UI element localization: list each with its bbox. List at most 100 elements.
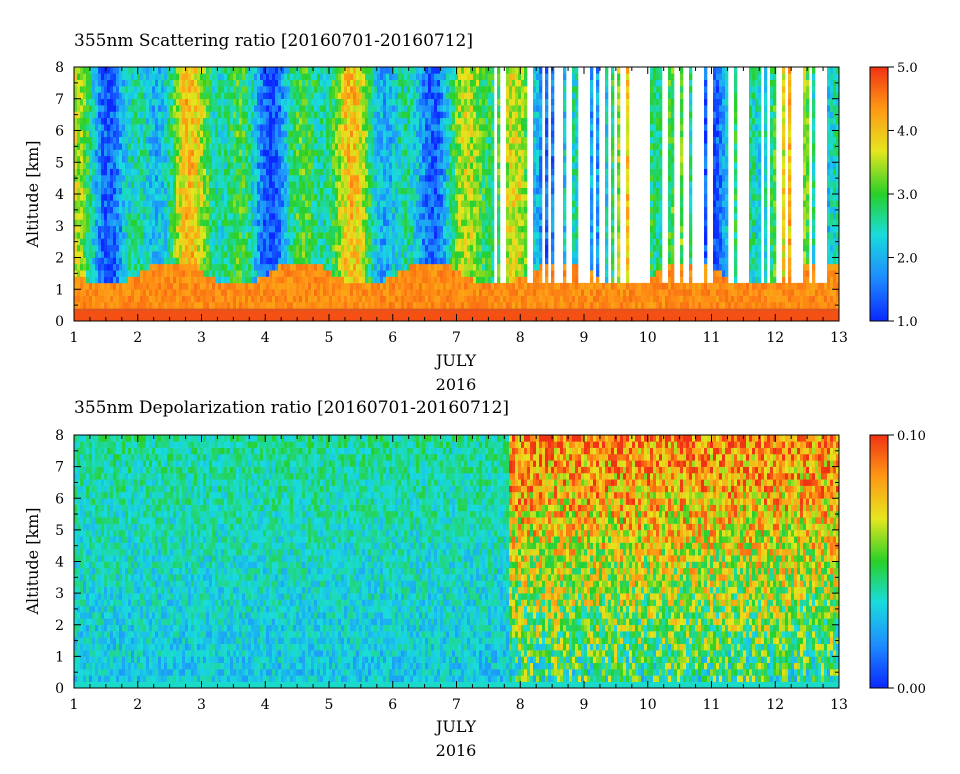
heatmap-cell: [224, 194, 228, 201]
heatmap-cell: [227, 143, 231, 150]
heatmap-cell: [245, 86, 249, 93]
heatmap-cell: [128, 174, 132, 182]
heatmap-cell: [209, 136, 213, 144]
heatmap-cell: [290, 194, 294, 201]
heatmap-cell: [230, 219, 234, 227]
heatmap-cell: [152, 276, 156, 284]
heatmap-cell: [104, 187, 108, 195]
heatmap-cell: [122, 251, 126, 258]
heatmap-cell: [287, 124, 291, 131]
heatmap-cell: [101, 73, 105, 80]
heatmap-cell: [251, 181, 255, 188]
heatmap-cell: [374, 92, 378, 100]
heatmap-cell: [125, 314, 129, 321]
heatmap-cell: [329, 270, 333, 277]
heatmap-cell: [428, 206, 432, 214]
heatmap-cell: [266, 136, 270, 144]
heatmap-cell: [134, 282, 138, 290]
heatmap-cell: [341, 98, 345, 106]
heatmap-cell: [149, 308, 153, 315]
heatmap-cell: [209, 130, 213, 138]
heatmap-cell: [221, 200, 225, 207]
heatmap-cell: [89, 314, 93, 321]
heatmap-cell: [86, 213, 90, 220]
heatmap-cell: [383, 276, 387, 284]
heatmap-cell: [218, 86, 222, 93]
heatmap-cell: [314, 105, 318, 112]
heatmap-cell: [419, 136, 423, 144]
heatmap-cell: [428, 213, 432, 220]
heatmap-cell: [356, 67, 360, 74]
heatmap-cell: [401, 143, 405, 150]
heatmap-cell: [152, 225, 156, 233]
heatmap-cell: [434, 67, 438, 74]
heatmap-cell: [395, 257, 399, 265]
heatmap-cell: [131, 289, 135, 296]
heatmap-cell: [134, 206, 138, 214]
heatmap-cell: [275, 187, 279, 195]
heatmap-cell: [116, 295, 120, 303]
heatmap-cell: [80, 187, 84, 195]
heatmap-cell: [116, 111, 120, 119]
heatmap-cell: [383, 149, 387, 157]
heatmap-cell: [380, 67, 384, 74]
heatmap-cell: [353, 187, 357, 195]
heatmap-cell: [176, 155, 180, 163]
heatmap-cell: [422, 143, 426, 150]
heatmap-cell: [98, 225, 102, 233]
heatmap-cell: [224, 225, 228, 233]
heatmap-cell: [287, 79, 291, 87]
heatmap-cell: [347, 130, 351, 138]
heatmap-cell: [431, 117, 435, 125]
heatmap-cell: [191, 263, 195, 271]
heatmap-cell: [233, 143, 237, 150]
heatmap-cell: [107, 251, 111, 258]
heatmap-cell: [326, 168, 330, 176]
heatmap-cell: [377, 174, 381, 182]
heatmap-cell: [260, 143, 264, 150]
heatmap-cell: [395, 301, 399, 309]
heatmap-cell: [392, 200, 396, 207]
heatmap-cell: [419, 174, 423, 182]
heatmap-cell: [308, 117, 312, 125]
heatmap-cell: [305, 270, 309, 277]
heatmap-cell: [110, 124, 114, 131]
heatmap-cell: [425, 213, 429, 220]
heatmap-cell: [377, 67, 381, 74]
heatmap-cell: [98, 308, 102, 315]
heatmap-cell: [341, 117, 345, 125]
heatmap-cell: [200, 136, 204, 144]
heatmap-cell: [254, 73, 258, 80]
heatmap-cell: [137, 219, 141, 227]
heatmap-cell: [143, 155, 147, 163]
heatmap-cell: [248, 257, 252, 265]
heatmap-cell: [326, 143, 330, 150]
heatmap-cell: [248, 308, 252, 315]
heatmap-cell: [434, 168, 438, 176]
heatmap-cell: [215, 155, 219, 163]
heatmap-cell: [272, 105, 276, 112]
heatmap-cell: [443, 206, 447, 214]
heatmap-cell: [131, 111, 135, 119]
heatmap-cell: [98, 270, 102, 277]
heatmap-cell: [368, 213, 372, 220]
heatmap-cell: [254, 301, 258, 309]
heatmap-cell: [395, 270, 399, 277]
heatmap-cell: [233, 98, 237, 106]
heatmap-cell: [392, 111, 396, 119]
heatmap-cell: [224, 276, 228, 284]
heatmap-cell: [338, 155, 342, 163]
heatmap-cell: [317, 257, 321, 265]
heatmap-cell: [98, 263, 102, 271]
heatmap-cell: [254, 206, 258, 214]
heatmap-cell: [80, 181, 84, 188]
heatmap-cell: [401, 314, 405, 321]
heatmap-cell: [311, 174, 315, 182]
heatmap-cell: [95, 174, 99, 182]
heatmap-cell: [188, 263, 192, 271]
heatmap-cell: [101, 168, 105, 176]
heatmap-cell: [314, 73, 318, 80]
heatmap-cell: [311, 289, 315, 296]
heatmap-cell: [251, 92, 255, 100]
heatmap-cell: [374, 98, 378, 106]
